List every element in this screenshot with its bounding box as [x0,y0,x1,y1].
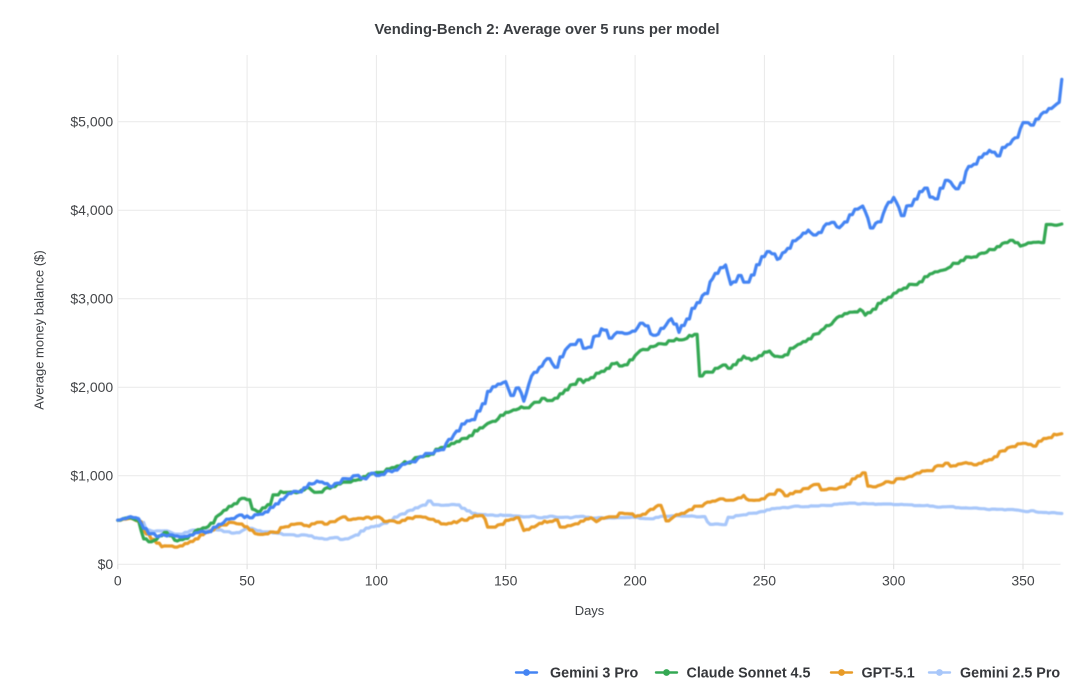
svg-text:$3,000: $3,000 [70,291,113,307]
svg-text:$4,000: $4,000 [70,202,113,218]
svg-text:Average money balance ($): Average money balance ($) [32,250,47,409]
svg-text:$1,000: $1,000 [70,468,113,484]
svg-text:$2,000: $2,000 [70,379,113,395]
svg-text:Gemini 3 Pro: Gemini 3 Pro [550,665,638,681]
svg-text:150: 150 [494,573,518,589]
svg-text:0: 0 [114,573,122,589]
svg-text:GPT-5.1: GPT-5.1 [862,665,915,681]
svg-text:250: 250 [753,573,777,589]
svg-text:200: 200 [623,573,647,589]
svg-text:50: 50 [239,573,255,589]
svg-text:$0: $0 [98,556,114,572]
svg-text:Gemini 2.5 Pro: Gemini 2.5 Pro [960,665,1060,681]
svg-text:350: 350 [1011,573,1035,589]
svg-text:100: 100 [365,573,389,589]
svg-text:300: 300 [882,573,906,589]
svg-text:Claude Sonnet 4.5: Claude Sonnet 4.5 [687,665,811,681]
svg-text:Days: Days [575,603,605,618]
svg-text:Vending-Bench 2: Average over: Vending-Bench 2: Average over 5 runs per… [374,22,719,38]
svg-text:$5,000: $5,000 [70,114,113,130]
